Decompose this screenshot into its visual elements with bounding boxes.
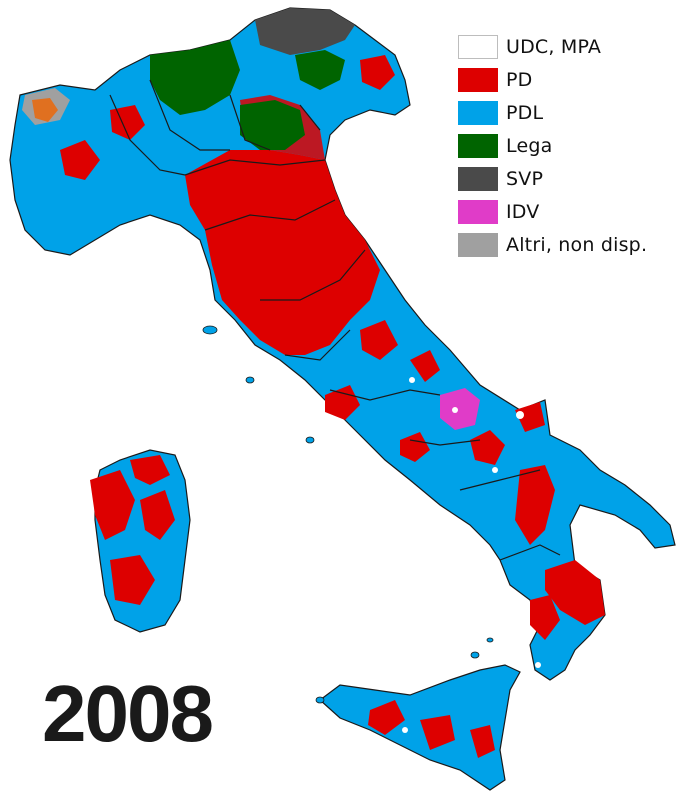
legend-label: Altri, non disp.	[506, 233, 648, 256]
orange-region	[32, 98, 58, 122]
pd-patches	[60, 55, 605, 758]
mainland-italy	[9, 7, 676, 681]
legend-label: UDC, MPA	[506, 35, 602, 58]
svp-region	[255, 8, 355, 55]
lega-region-2	[240, 100, 305, 150]
legend-item-idv: IDV	[458, 195, 647, 228]
legend-item-pdl: PDL	[458, 96, 647, 129]
legend-item-pd: PD	[458, 63, 647, 96]
legend-item-udc-mpa: UDC, MPA	[458, 30, 647, 63]
legend-swatch-pdl	[458, 100, 498, 125]
legend-label: SVP	[506, 167, 544, 190]
legend-swatch-pd	[458, 67, 498, 92]
legend-swatch-idv	[458, 199, 498, 224]
legend-label: Lega	[506, 134, 553, 157]
legend-label: IDV	[506, 200, 540, 223]
legend-item-lega: Lega	[458, 129, 647, 162]
legend-swatch-svp	[458, 166, 498, 191]
legend-item-altri: Altri, non disp.	[458, 228, 647, 261]
udc-patches	[402, 377, 541, 733]
year-label: 2008	[42, 669, 214, 758]
sicily	[319, 664, 521, 791]
legend-item-svp: SVP	[458, 162, 647, 195]
legend-swatch-lega	[458, 133, 498, 158]
legend-swatch-altri	[458, 232, 498, 257]
legend: UDC, MPA PD PDL Lega SVP IDV Altri, non …	[458, 30, 647, 261]
lega-region-1	[150, 40, 240, 115]
lega-region-3	[295, 50, 345, 90]
legend-label: PD	[506, 68, 533, 91]
idv-region	[440, 388, 480, 430]
legend-swatch-udc-mpa	[458, 34, 498, 59]
region-borders	[109, 79, 561, 561]
legend-label: PDL	[506, 101, 544, 124]
